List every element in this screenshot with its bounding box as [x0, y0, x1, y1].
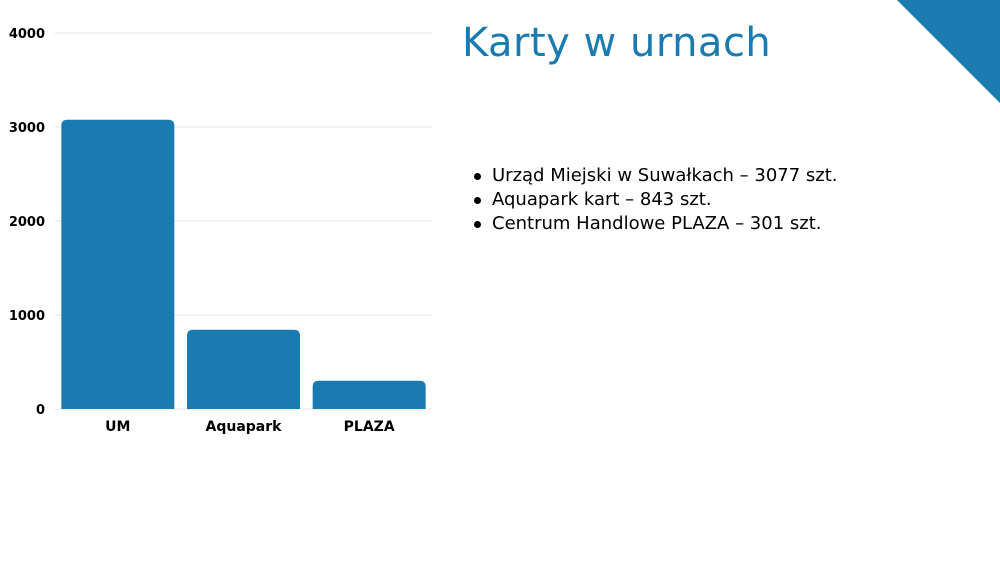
x-category-label: PLAZA [344, 419, 395, 435]
slide-title: Karty w urnach [462, 20, 772, 66]
bar-um [61, 119, 175, 410]
y-tick-label: 1000 [9, 309, 45, 324]
bullet-item-plaza: Centrum Handlowe PLAZA – 301 szt. [472, 212, 838, 236]
y-tick-label: 3000 [9, 121, 45, 136]
bar-aquapark [187, 329, 300, 409]
y-tick-label: 0 [36, 403, 45, 418]
y-tick-label: 4000 [9, 27, 45, 42]
x-category-label: UM [105, 419, 130, 435]
x-category-label: Aquapark [206, 419, 283, 435]
x-axis-categories: UM Aquapark PLAZA [105, 419, 395, 435]
bullet-item-um: Urząd Miejski w Suwałkach – 3077 szt. [472, 164, 838, 188]
bullet-item-aquapark: Aquapark kart – 843 szt. [472, 188, 838, 212]
bar-chart: 0 1000 2000 3000 4000 UM Aquapark PLAZA [9, 27, 432, 435]
y-tick-label: 2000 [9, 215, 45, 230]
corner-triangle-decoration [897, 0, 1000, 103]
bars [61, 119, 426, 410]
bullet-list: Urząd Miejski w Suwałkach – 3077 szt. Aq… [472, 164, 838, 236]
y-axis-ticks: 0 1000 2000 3000 4000 [9, 27, 45, 418]
bar-plaza [312, 380, 426, 409]
